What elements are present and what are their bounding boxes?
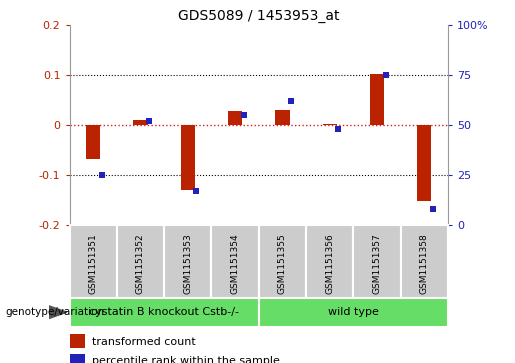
- Bar: [259, 225, 306, 298]
- Bar: [417, 125, 432, 201]
- Polygon shape: [49, 306, 67, 319]
- Text: GSM1151353: GSM1151353: [183, 233, 192, 294]
- Bar: [228, 111, 242, 125]
- Bar: [306, 225, 353, 298]
- Bar: [133, 120, 148, 125]
- Text: genotype/variation: genotype/variation: [5, 307, 104, 317]
- Bar: [259, 298, 448, 327]
- Bar: [370, 74, 384, 125]
- Bar: [323, 124, 337, 125]
- Bar: [117, 225, 164, 298]
- Text: GSM1151352: GSM1151352: [136, 233, 145, 294]
- Bar: [276, 110, 289, 125]
- Bar: [212, 225, 259, 298]
- Bar: [164, 225, 212, 298]
- Bar: [70, 354, 84, 363]
- Bar: [401, 225, 448, 298]
- Text: GSM1151358: GSM1151358: [420, 233, 429, 294]
- Text: cystatin B knockout Cstb-/-: cystatin B knockout Cstb-/-: [89, 307, 239, 317]
- Text: GSM1151351: GSM1151351: [89, 233, 98, 294]
- Text: percentile rank within the sample: percentile rank within the sample: [92, 356, 280, 363]
- Bar: [181, 125, 195, 190]
- Title: GDS5089 / 1453953_at: GDS5089 / 1453953_at: [178, 9, 339, 23]
- Bar: [70, 334, 84, 348]
- Text: GSM1151357: GSM1151357: [372, 233, 382, 294]
- Bar: [70, 298, 259, 327]
- Text: GSM1151355: GSM1151355: [278, 233, 287, 294]
- Bar: [353, 225, 401, 298]
- Bar: [86, 125, 100, 159]
- Text: GSM1151356: GSM1151356: [325, 233, 334, 294]
- Text: wild type: wild type: [328, 307, 379, 317]
- Bar: [70, 225, 117, 298]
- Text: GSM1151354: GSM1151354: [231, 233, 239, 294]
- Text: transformed count: transformed count: [92, 337, 196, 347]
